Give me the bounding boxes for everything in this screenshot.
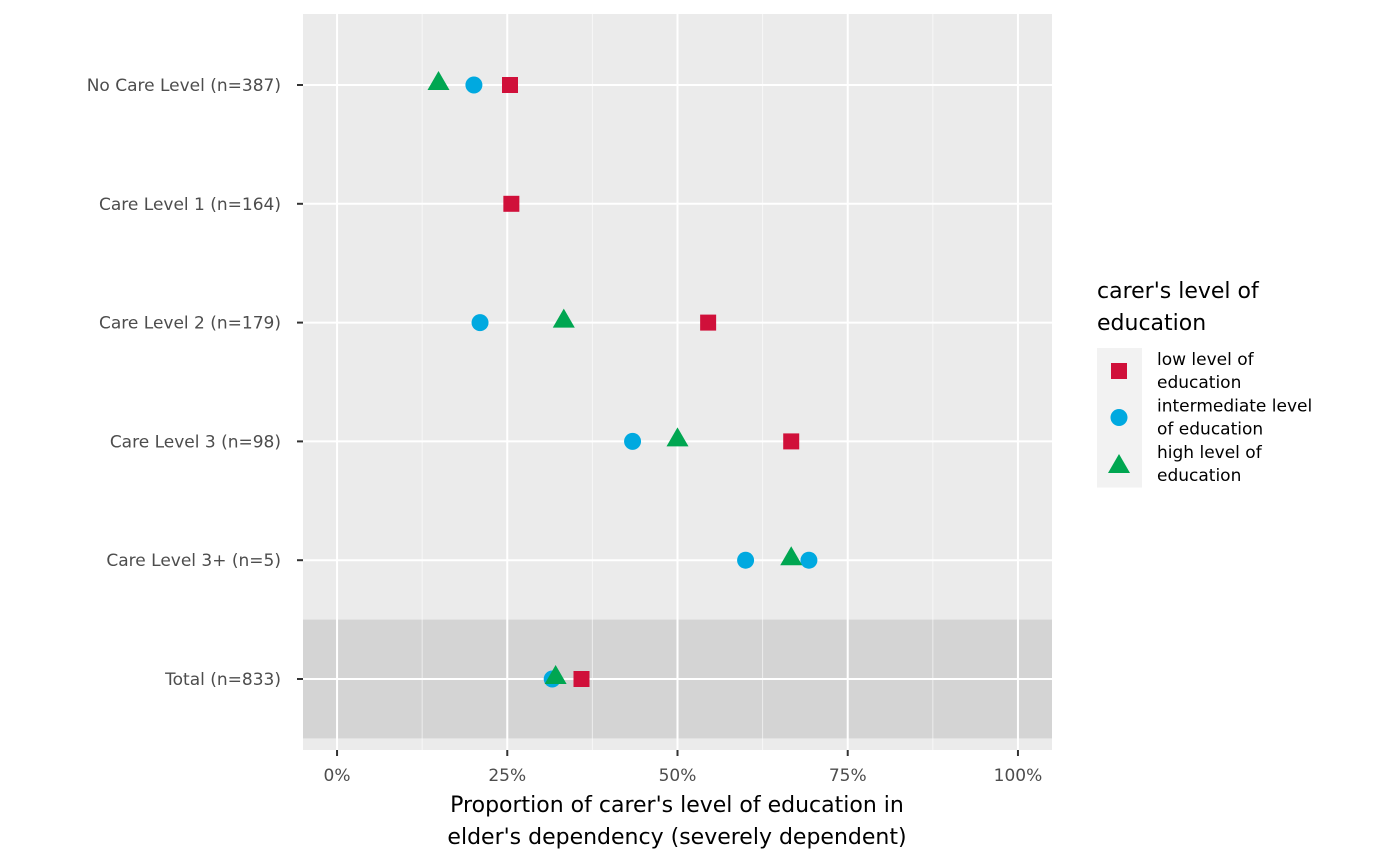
legend-label: education xyxy=(1157,373,1241,393)
legend-key-square xyxy=(1111,363,1127,379)
legend-label: intermediate level xyxy=(1157,397,1312,417)
point-triangle xyxy=(427,71,450,90)
legend-key-triangle xyxy=(1108,454,1130,473)
y-tick-label: No Care Level (n=387) xyxy=(87,76,281,96)
legend: carer's level of education low level of edu… xyxy=(1097,279,1312,488)
point-square xyxy=(573,671,590,687)
x-tick-label: 100% xyxy=(994,766,1043,786)
point-circle xyxy=(737,551,755,569)
point-square xyxy=(501,77,518,93)
x-axis-title-line1: Proportion of carer's level of education… xyxy=(450,793,904,818)
legend-key-circle xyxy=(1110,409,1128,426)
point-circle xyxy=(800,551,818,569)
point-triangle xyxy=(544,665,567,684)
x-tick-label: 75% xyxy=(829,766,867,786)
point-square xyxy=(700,314,717,331)
x-tick-label: 25% xyxy=(488,766,526,786)
y-tick-label: Care Level 2 (n=179) xyxy=(99,314,281,334)
x-tick-label: 0% xyxy=(324,766,351,786)
point-triangle xyxy=(666,427,689,447)
legend-label: low level of xyxy=(1157,350,1255,370)
point-circle xyxy=(624,432,642,450)
point-circle xyxy=(465,76,483,94)
legend-label: high level of xyxy=(1157,443,1263,463)
y-tick-label: Care Level 3+ (n=5) xyxy=(106,551,281,571)
legend-title: education xyxy=(1097,311,1206,336)
x-tick-label: 50% xyxy=(659,766,697,786)
y-tick-label: Total (n=833) xyxy=(164,670,281,690)
legend-label: education xyxy=(1157,466,1241,486)
point-triangle xyxy=(552,308,575,328)
legend-title: carer's level of xyxy=(1097,279,1260,304)
legend-label: of education xyxy=(1157,420,1263,440)
x-axis-title-line2: elder's dependency (severely dependent) xyxy=(447,825,906,850)
y-tick-label: Care Level 1 (n=164) xyxy=(99,195,281,215)
y-tick-label: Care Level 3 (n=98) xyxy=(110,432,281,452)
point-triangle xyxy=(780,546,803,566)
point-square xyxy=(503,195,520,212)
point-square xyxy=(783,433,800,450)
point-circle xyxy=(471,314,489,332)
